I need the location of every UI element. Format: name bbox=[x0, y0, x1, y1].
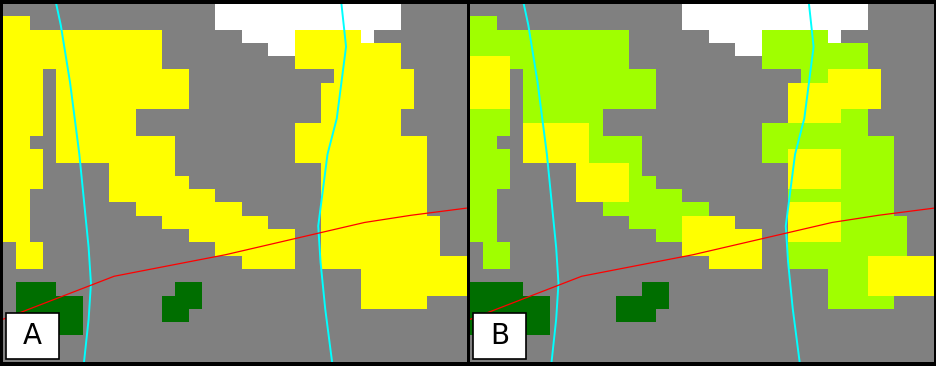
Bar bbox=[6, 313, 59, 359]
Text: A: A bbox=[22, 322, 42, 350]
Bar bbox=[473, 313, 526, 359]
Text: B: B bbox=[490, 322, 509, 350]
